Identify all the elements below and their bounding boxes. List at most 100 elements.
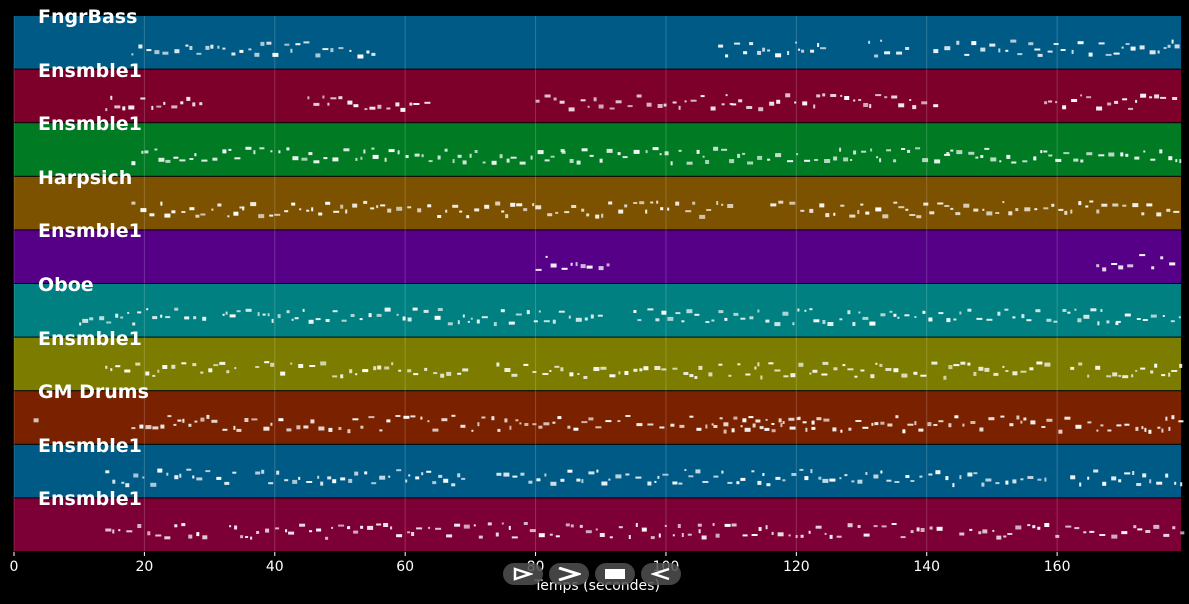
note [678, 105, 681, 110]
note [916, 215, 922, 219]
note [598, 104, 604, 109]
note [887, 423, 893, 427]
note [910, 480, 915, 482]
note [699, 214, 706, 219]
note [405, 155, 409, 158]
note [1087, 476, 1090, 480]
note [1141, 212, 1145, 216]
back-button[interactable] [641, 563, 681, 585]
note [302, 308, 305, 312]
note [1116, 424, 1122, 427]
note [322, 48, 329, 51]
note [847, 523, 853, 528]
note [457, 473, 461, 478]
note [181, 211, 186, 213]
note [749, 316, 754, 320]
note [973, 208, 979, 212]
note [569, 159, 574, 163]
note [944, 153, 951, 156]
stop-button[interactable] [595, 563, 635, 585]
note [904, 314, 910, 317]
note [478, 535, 483, 539]
note [882, 214, 889, 219]
note [1097, 321, 1100, 326]
note [900, 536, 906, 539]
note [804, 159, 811, 162]
track-band [14, 69, 1181, 123]
note [508, 321, 515, 325]
note [901, 373, 908, 378]
note [481, 416, 486, 419]
note [964, 53, 970, 56]
note [371, 52, 376, 56]
note [625, 473, 630, 476]
play-button[interactable] [503, 563, 543, 585]
note [884, 51, 891, 55]
note [762, 473, 765, 476]
forward-button[interactable] [549, 563, 589, 585]
note [503, 472, 510, 477]
note [896, 51, 903, 55]
note [875, 94, 882, 97]
note [982, 529, 988, 534]
note [234, 157, 241, 160]
note [818, 476, 822, 480]
note [1055, 158, 1062, 162]
note [362, 369, 369, 373]
note [1016, 415, 1020, 420]
note [1065, 525, 1072, 528]
note [959, 311, 962, 315]
note [410, 415, 416, 418]
note [146, 308, 149, 311]
note [194, 420, 198, 423]
note [211, 208, 214, 211]
note [510, 156, 517, 159]
note [174, 307, 179, 311]
note [700, 95, 705, 98]
note [255, 366, 260, 368]
note [1122, 375, 1129, 379]
note [544, 159, 550, 162]
note [788, 417, 795, 421]
note [205, 470, 211, 473]
note [434, 315, 441, 320]
note [1032, 525, 1036, 529]
note [860, 369, 865, 372]
note [185, 44, 189, 47]
note [742, 534, 748, 537]
note [137, 311, 142, 314]
note [705, 160, 710, 164]
note [561, 150, 566, 154]
note [516, 203, 523, 207]
note [959, 532, 965, 536]
note [529, 529, 536, 533]
note [452, 159, 455, 164]
note [920, 374, 927, 377]
note [581, 148, 588, 152]
note [285, 529, 288, 533]
note [1156, 481, 1163, 485]
note [955, 212, 961, 216]
note [839, 318, 843, 321]
note [1064, 210, 1068, 215]
note [1098, 42, 1105, 45]
note [950, 207, 954, 210]
note [999, 160, 1002, 163]
note [587, 105, 590, 108]
note [757, 362, 760, 367]
note [1048, 154, 1053, 157]
note [595, 214, 600, 219]
note [647, 481, 652, 486]
note [509, 425, 512, 430]
note [477, 422, 480, 427]
note [157, 369, 160, 373]
note [338, 47, 344, 50]
note [745, 373, 751, 376]
note [905, 47, 910, 50]
note [617, 152, 621, 156]
note [743, 51, 748, 55]
note [496, 362, 500, 367]
note [360, 425, 364, 429]
note [677, 524, 681, 528]
note [323, 157, 328, 160]
